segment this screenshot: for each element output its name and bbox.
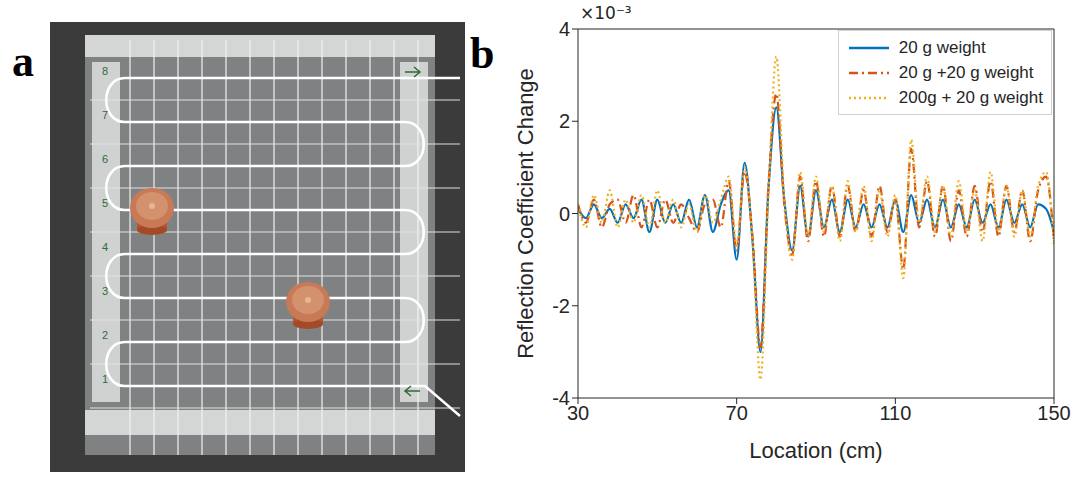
svg-text:150: 150	[1037, 402, 1070, 424]
svg-text:-2: -2	[552, 295, 570, 317]
svg-text:-4: -4	[552, 387, 570, 409]
svg-text:6: 6	[102, 153, 108, 165]
svg-text:70: 70	[726, 402, 748, 424]
html-text:b: b	[470, 29, 495, 78]
svg-text:0: 0	[559, 203, 570, 225]
svg-text:4: 4	[559, 18, 570, 40]
html-text:20 g +20 g weight: 20 g +20 g weight	[898, 62, 1034, 82]
svg-text:1: 1	[102, 373, 108, 385]
svg-text:7: 7	[102, 109, 108, 121]
svg-text:5: 5	[102, 197, 108, 209]
svg-text:110: 110	[879, 402, 911, 424]
svg-text:2: 2	[559, 110, 570, 132]
html-text:20 g weight: 20 g weight	[898, 37, 986, 57]
html-text:×10⁻³: ×10⁻³	[580, 3, 632, 23]
html-text:200g + 20 g weight: 200g + 20 g weight	[898, 87, 1043, 107]
svg-text:30: 30	[567, 402, 589, 424]
html-text:a: a	[12, 37, 34, 86]
svg-text:2: 2	[102, 329, 108, 341]
svg-text:4: 4	[102, 241, 108, 253]
svg-text:8: 8	[102, 65, 108, 77]
svg-text:Reflection Coefficient Change: Reflection Coefficient Change	[513, 68, 538, 359]
svg-text:3: 3	[102, 285, 108, 297]
svg-text:Location (cm): Location (cm)	[749, 438, 882, 463]
